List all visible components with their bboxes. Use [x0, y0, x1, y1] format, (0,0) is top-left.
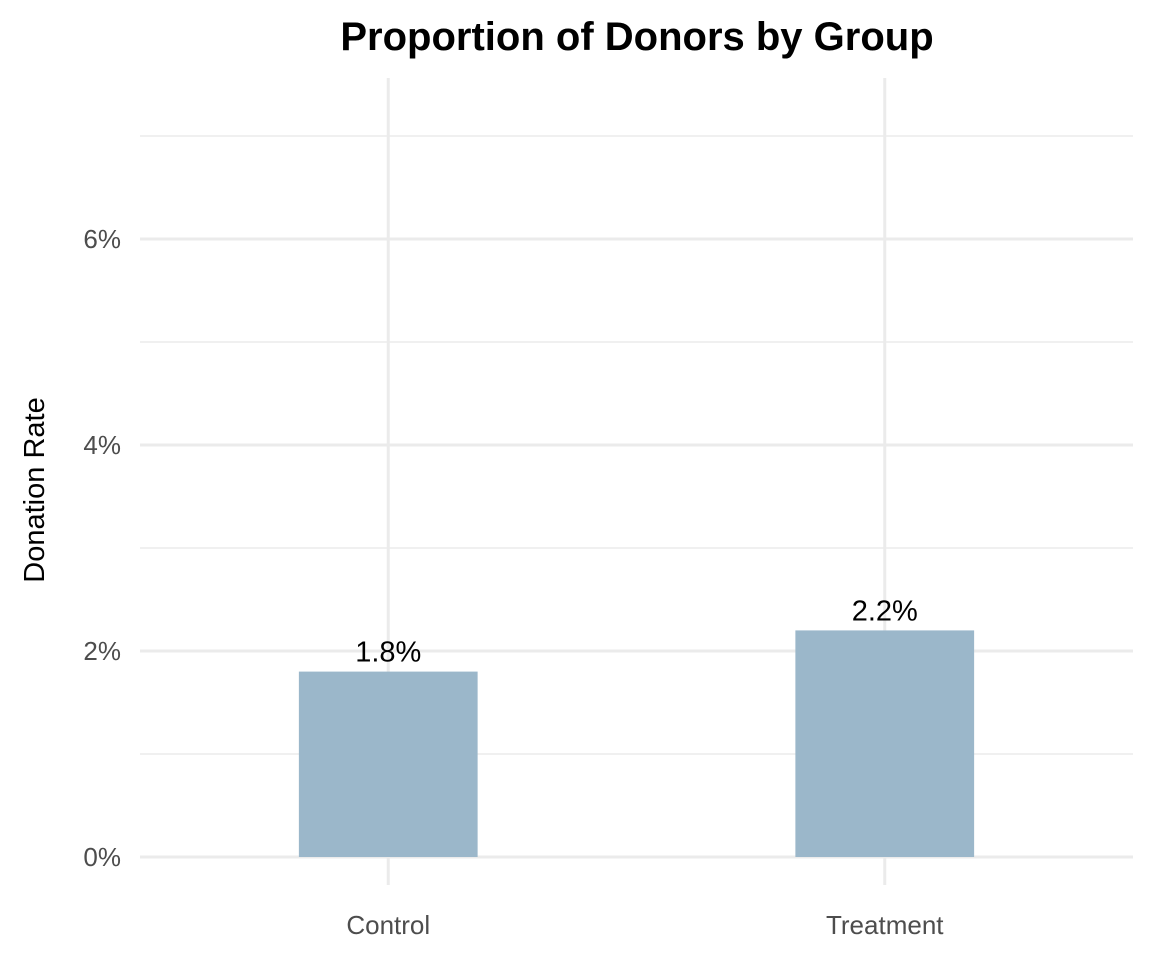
x-axis-ticks: Control Treatment — [346, 910, 944, 940]
y-tick-label: 0% — [83, 842, 121, 872]
y-axis-label: Donation Rate — [19, 397, 51, 582]
y-axis-ticks: 0% 2% 4% 6% — [83, 224, 121, 872]
chart-title: Proportion of Donors by Group — [340, 15, 933, 59]
bar-value-label: 2.2% — [852, 595, 918, 627]
data-labels: 1.8% 2.2% — [355, 595, 918, 668]
bar — [795, 630, 975, 857]
bar — [298, 671, 478, 857]
x-tick-label: Control — [346, 910, 430, 940]
y-tick-label: 2% — [83, 636, 121, 666]
y-tick-label: 4% — [83, 430, 121, 460]
y-tick-label: 6% — [83, 224, 121, 254]
grid — [140, 78, 1133, 885]
x-tick-label: Treatment — [826, 910, 944, 940]
bar-value-label: 1.8% — [355, 637, 421, 669]
bars — [298, 630, 975, 857]
